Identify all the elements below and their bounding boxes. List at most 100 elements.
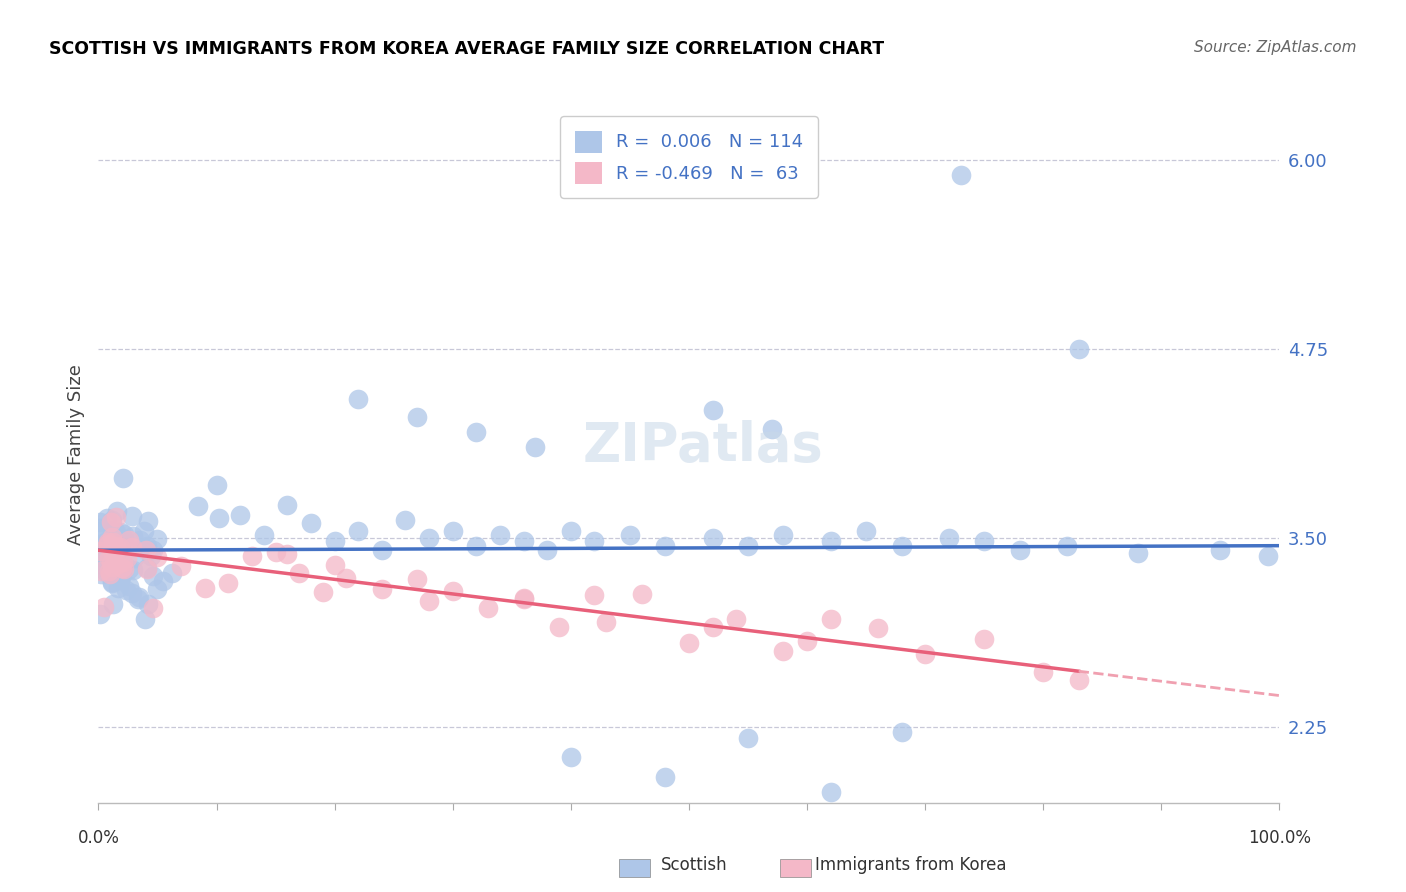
Point [1056, 539, 1078, 553]
Point [112, 532, 135, 546]
Point [122, 528, 145, 542]
Point [595, 615, 617, 629]
Point [136, 597, 159, 611]
Text: Source: ZipAtlas.com: Source: ZipAtlas.com [1194, 40, 1357, 55]
Point [91, 535, 114, 549]
Point [100, 513, 122, 527]
Point [630, 587, 652, 601]
Point [276, 498, 298, 512]
Point [890, 724, 912, 739]
Point [118, 533, 141, 547]
Point [152, 574, 174, 588]
Point [98, 567, 121, 582]
Point [820, 612, 842, 626]
Point [737, 539, 759, 553]
Point [187, 500, 209, 514]
Point [94, 541, 117, 555]
Point [465, 425, 488, 440]
Point [142, 600, 165, 615]
Point [512, 534, 534, 549]
Point [394, 513, 416, 527]
Point [103, 541, 125, 556]
Point [101, 575, 124, 590]
Point [312, 585, 335, 599]
Point [112, 536, 135, 550]
Point [702, 620, 724, 634]
Point [98, 566, 121, 580]
Point [103, 551, 125, 566]
Point [145, 582, 167, 596]
Point [97, 555, 120, 569]
Point [103, 557, 125, 571]
Point [371, 543, 394, 558]
Point [103, 598, 125, 612]
Point [512, 591, 534, 605]
Point [702, 531, 724, 545]
Point [89, 524, 111, 538]
Point [98, 553, 121, 567]
Point [121, 509, 143, 524]
Point [583, 534, 606, 549]
Point [132, 524, 155, 538]
Point [101, 541, 124, 555]
Point [560, 524, 582, 538]
Point [371, 582, 394, 596]
Point [108, 540, 131, 554]
Point [121, 540, 143, 554]
Point [264, 545, 287, 559]
Point [654, 539, 676, 553]
Text: Scottish: Scottish [661, 855, 727, 873]
Point [90, 567, 112, 582]
Point [1032, 665, 1054, 679]
Point [441, 583, 464, 598]
Point [96, 560, 118, 574]
Point [583, 588, 606, 602]
Point [100, 515, 122, 529]
Point [406, 572, 429, 586]
Point [142, 569, 165, 583]
Point [477, 601, 499, 615]
Point [98, 551, 121, 566]
Text: Immigrants from Korea: Immigrants from Korea [815, 855, 1007, 873]
Point [108, 541, 131, 555]
Point [536, 543, 558, 558]
Point [136, 539, 159, 553]
Point [110, 566, 132, 580]
Point [103, 549, 125, 564]
Point [299, 516, 322, 530]
Point [103, 535, 125, 549]
Point [855, 524, 877, 538]
Point [725, 612, 748, 626]
Point [1126, 546, 1149, 560]
Point [737, 731, 759, 745]
Point [323, 558, 346, 572]
Point [288, 566, 311, 580]
Point [134, 612, 156, 626]
Point [135, 562, 157, 576]
Point [98, 563, 121, 577]
Point [101, 554, 124, 568]
Point [127, 592, 149, 607]
Point [89, 543, 111, 558]
Point [1008, 543, 1031, 558]
Point [89, 549, 111, 564]
Point [98, 532, 121, 546]
Point [101, 530, 124, 544]
Point [89, 516, 111, 530]
Point [205, 478, 228, 492]
Point [96, 536, 118, 550]
Point [890, 539, 912, 553]
Point [128, 590, 150, 604]
Point [619, 528, 641, 542]
Point [1257, 549, 1279, 564]
Point [524, 441, 547, 455]
Point [418, 594, 440, 608]
Point [973, 534, 995, 549]
Point [105, 503, 128, 517]
Point [347, 524, 370, 538]
Point [89, 548, 111, 562]
Point [406, 410, 429, 425]
Point [1067, 673, 1090, 687]
Point [418, 531, 440, 545]
Point [772, 528, 794, 542]
